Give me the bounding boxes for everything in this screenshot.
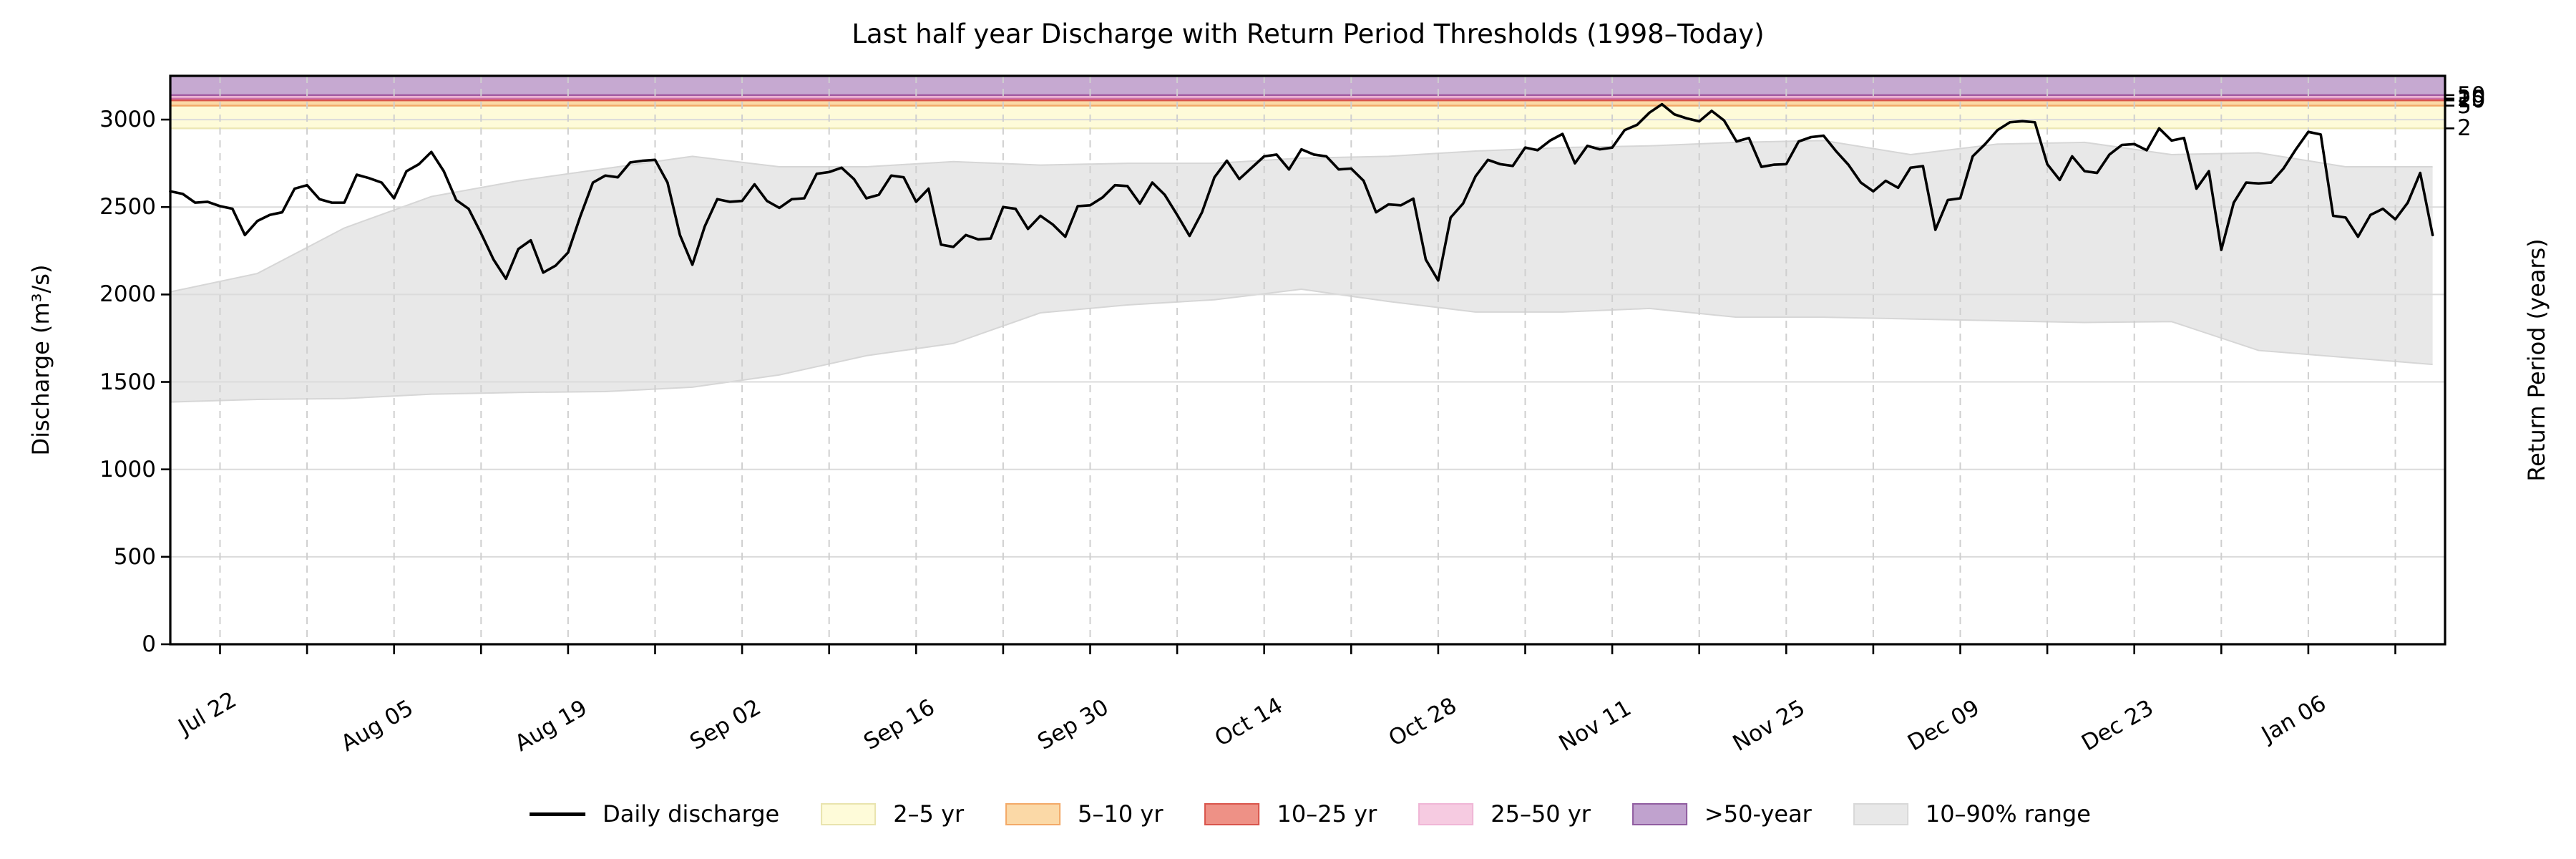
- y-tick-label: 1000: [99, 456, 156, 482]
- legend-patch-swatch: [1204, 802, 1260, 825]
- legend-patch-swatch: [821, 802, 877, 825]
- y-tick-label: 3000: [99, 107, 156, 133]
- legend-patch-swatch: [1418, 802, 1474, 825]
- legend-patch-swatch: [1631, 802, 1687, 825]
- y-axis-label: Discharge (m³/s): [27, 264, 54, 456]
- return-period-tick-label: 5: [2457, 92, 2472, 119]
- y-tick-label: 1500: [99, 369, 156, 395]
- percentile-band-lower-edge: [170, 288, 2433, 403]
- chart-title: Last half year Discharge with Return Per…: [852, 19, 1765, 49]
- legend-label: >50-year: [1704, 800, 1812, 828]
- legend-item: Daily discharge: [530, 800, 779, 828]
- return-period-tick-label: 50: [2457, 82, 2486, 108]
- right-axis-label: Return Period (years): [2523, 238, 2550, 482]
- legend: Daily discharge 2–5 yr 5–10 yr 10–25 yr 25–5…: [530, 800, 2091, 828]
- threshold-band-25yr: [170, 94, 2445, 99]
- legend-item: 10–25 yr: [1204, 800, 1377, 828]
- return-period-tick-label: 10: [2457, 87, 2486, 114]
- y-tick-label: 2000: [99, 281, 156, 308]
- legend-item: 2–5 yr: [821, 800, 964, 828]
- daily-discharge-line: [169, 102, 2434, 282]
- threshold-band-10yr: [170, 98, 2445, 101]
- threshold-band-50yr: [170, 76, 2445, 95]
- y-tick-label: 500: [113, 543, 156, 570]
- legend-label: 10–90% range: [1925, 800, 2091, 828]
- return-period-tick-label: 25: [2457, 85, 2486, 112]
- percentile-band-10-90: [170, 140, 2433, 402]
- y-tick-label: 0: [142, 631, 156, 657]
- legend-item: >50-year: [1631, 800, 1812, 828]
- threshold-band-2yr: [170, 105, 2445, 129]
- threshold-band-5yr: [170, 100, 2445, 106]
- legend-label: 2–5 yr: [893, 800, 965, 828]
- legend-patch-swatch: [1853, 802, 1908, 825]
- legend-label: 25–50 yr: [1491, 800, 1591, 828]
- percentile-band-upper-edge: [170, 140, 2433, 293]
- legend-line-swatch: [530, 812, 586, 816]
- legend-item: 5–10 yr: [1005, 800, 1163, 828]
- legend-label: 10–25 yr: [1277, 800, 1377, 828]
- legend-label: Daily discharge: [602, 800, 780, 828]
- legend-label: 5–10 yr: [1078, 800, 1163, 828]
- legend-item: 25–50 yr: [1418, 800, 1591, 828]
- return-period-tick-label: 2: [2457, 115, 2472, 142]
- legend-patch-swatch: [1005, 802, 1061, 825]
- y-tick-label: 2500: [99, 194, 156, 220]
- legend-item: 10–90% range: [1853, 800, 2091, 828]
- axes-spines: [169, 74, 2446, 646]
